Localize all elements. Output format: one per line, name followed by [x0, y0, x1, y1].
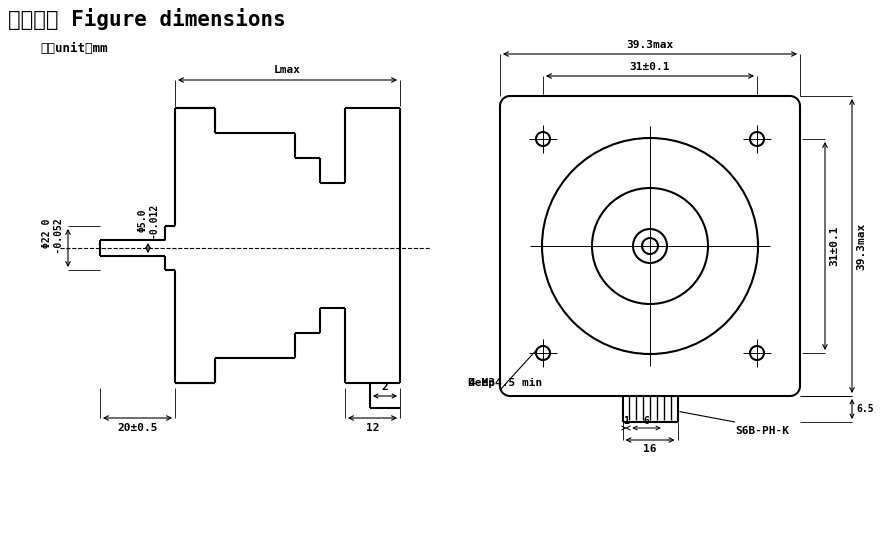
Text: 1: 1	[623, 416, 629, 426]
Text: Φ5.0
-0.012: Φ5.0 -0.012	[138, 203, 159, 238]
Text: 39.3max: 39.3max	[856, 222, 866, 270]
Text: Lmax: Lmax	[274, 65, 301, 75]
Text: 6.5: 6.5	[856, 404, 874, 414]
Text: 4-M3: 4-M3	[468, 378, 495, 388]
Text: 39.3max: 39.3max	[626, 40, 674, 50]
Text: S6B-PH-K: S6B-PH-K	[735, 426, 789, 436]
Text: Φ22 0
    -0.052: Φ22 0 -0.052	[43, 219, 64, 277]
Text: 6: 6	[644, 416, 649, 426]
Text: Deep4.5 min: Deep4.5 min	[468, 367, 543, 388]
Text: 16: 16	[643, 444, 657, 454]
Text: 单位unit：mm: 单位unit：mm	[40, 42, 107, 55]
Text: 20±0.5: 20±0.5	[117, 423, 158, 433]
Text: 12: 12	[366, 423, 379, 433]
Text: 2: 2	[382, 382, 388, 392]
Text: 外形尺寸 Figure dimensions: 外形尺寸 Figure dimensions	[8, 8, 286, 30]
Text: 31±0.1: 31±0.1	[630, 62, 670, 72]
Text: 31±0.1: 31±0.1	[829, 226, 839, 266]
